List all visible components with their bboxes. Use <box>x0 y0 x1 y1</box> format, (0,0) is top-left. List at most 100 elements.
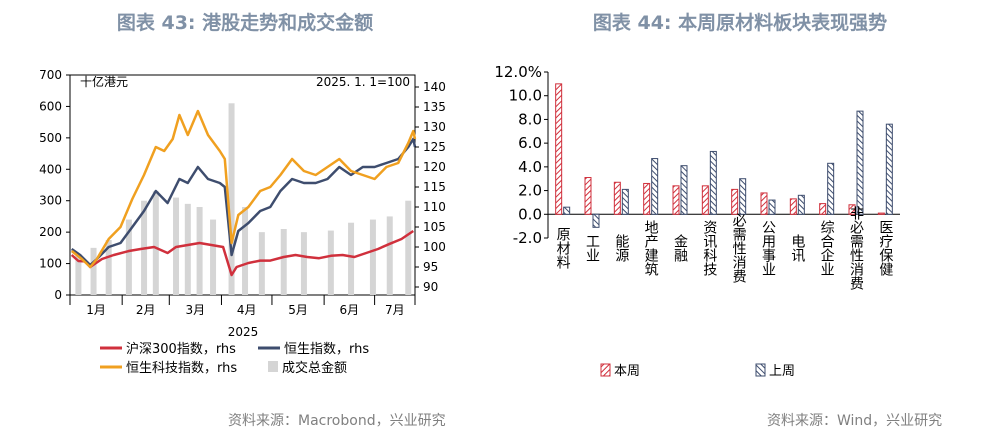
x-tick-label: 2月 <box>136 303 156 317</box>
category-label: 非必需性消费 <box>848 206 864 290</box>
x-tick-label: 1月 <box>86 303 106 317</box>
turnover-bars <box>75 103 412 296</box>
left-chart-title: 图表 43: 港股走势和成交金额 <box>116 12 374 34</box>
bar-this-week <box>877 212 885 215</box>
y-tick-label: 8.0 <box>518 110 542 128</box>
right-y-tick-label: 120 <box>423 160 446 174</box>
series-line-2 <box>70 109 417 269</box>
turnover-bar <box>369 219 376 295</box>
right-y-tick-label: 95 <box>423 260 438 274</box>
left-source: 资料来源：Macrobond，兴业研究 <box>228 413 446 429</box>
turnover-bar <box>280 229 287 295</box>
category-label: 医疗保健 <box>877 220 893 277</box>
turnover-bar <box>300 232 307 295</box>
turnover-bar <box>228 103 235 296</box>
right-y-tick-label: 100 <box>423 240 446 254</box>
turnover-bar <box>405 200 412 295</box>
category-label: 金融 <box>672 234 688 262</box>
legend-last-week-swatch <box>755 363 766 377</box>
bar-this-week <box>701 185 709 215</box>
bar-this-week <box>672 185 680 215</box>
legend-this-week-swatch <box>600 363 611 377</box>
series-line-0 <box>70 229 415 277</box>
right-y-tick-label: 130 <box>423 120 446 134</box>
category-label: 必需性消费 <box>731 213 747 283</box>
turnover-bar <box>327 230 334 295</box>
turnover-bar <box>348 222 355 295</box>
y-tick-label: 0.0 <box>518 205 542 223</box>
unit-label: 十亿港元 <box>80 74 128 89</box>
turnover-bar <box>125 219 132 295</box>
bar-last-week <box>651 158 659 215</box>
bar-last-week <box>680 165 688 215</box>
turnover-bar <box>90 247 97 295</box>
bar-this-week <box>789 198 797 215</box>
right-y-tick-label: 115 <box>423 180 446 194</box>
bar-this-week <box>848 204 856 215</box>
turnover-bar <box>242 207 249 295</box>
left-y-tick-label: 700 <box>39 68 62 82</box>
series-line-1 <box>70 137 417 267</box>
right-y-tick-label: 105 <box>423 220 446 234</box>
bar-this-week <box>643 182 651 215</box>
left-chart: 0 100 200 300 400 500 600 700 90 95 100 105 110 115 1… <box>39 68 446 376</box>
legend-this-week: 本周 <box>614 364 640 379</box>
base-label: 2025. 1. 1=100 <box>316 75 410 89</box>
legend-last-week: 上周 <box>769 364 795 379</box>
legend-hsi: 恒生指数，rhs <box>284 342 369 357</box>
x-tick-label: 5月 <box>288 303 308 317</box>
category-label: 电讯 <box>789 234 805 263</box>
right-y-tick-label: 135 <box>423 100 446 114</box>
sector-bars <box>555 83 893 228</box>
right-source: 资料来源：Wind，兴业研究 <box>767 413 943 429</box>
bar-last-week <box>709 150 717 215</box>
bar-last-week <box>797 194 805 215</box>
y-tick-label: 12.0% <box>494 63 542 81</box>
bar-last-week <box>856 110 864 215</box>
turnover-bar <box>196 207 203 295</box>
bar-this-week <box>584 177 592 215</box>
right-chart: -2.0 0.0 2.0 4.0 6.0 8.0 10.0 12.0% 原材料 工业 能源 地产建筑… <box>494 63 900 379</box>
turnover-bar <box>152 191 159 295</box>
bar-last-week <box>563 206 571 215</box>
y-tick-label: 6.0 <box>518 134 542 152</box>
category-label: 综合企业 <box>819 220 835 276</box>
legend-hstech: 恒生科技指数，rhs <box>126 361 237 376</box>
left-y-tick-label: 0 <box>54 288 62 302</box>
bar-last-week <box>621 188 629 215</box>
turnover-bar <box>75 254 82 295</box>
turnover-bar <box>105 240 112 295</box>
turnover-bar <box>210 219 217 295</box>
bar-this-week <box>731 188 739 215</box>
left-y-tick-label: 200 <box>39 225 62 239</box>
year-label: 2025 <box>228 325 259 339</box>
left-y-tick-label: 600 <box>39 99 62 113</box>
left-y-tick-label: 400 <box>39 162 62 176</box>
left-y-tick-label: 300 <box>39 194 62 208</box>
category-label: 资讯科技 <box>701 220 717 277</box>
bar-last-week <box>739 178 747 215</box>
bar-last-week <box>592 213 600 228</box>
right-y-axis: -2.0 0.0 2.0 4.0 6.0 8.0 10.0 12.0% <box>494 63 900 247</box>
y-tick-label: -2.0 <box>513 229 542 247</box>
legend-csi300: 沪深300指数，rhs <box>126 341 236 357</box>
left-y-tick-label: 100 <box>39 257 62 271</box>
bar-this-week <box>555 83 563 215</box>
category-label: 原材料 <box>555 227 571 269</box>
sector-labels: 原材料 工业 能源 地产建筑 金融 资讯科技 必需性消费 公用事业 电讯 综合企业 非必需性消费 医疗… <box>555 206 894 290</box>
right-y-tick-label: 90 <box>423 280 438 294</box>
y-tick-label: 2.0 <box>518 182 542 200</box>
left-y-tick-label: 500 <box>39 131 62 145</box>
legend-turnover: 成交总金额 <box>282 360 347 376</box>
x-axis: 1月 2月 3月 4月 5月 6月 7月 <box>69 295 416 317</box>
bar-last-week <box>827 162 835 215</box>
turnover-bar <box>184 203 191 295</box>
right-y-axis: 90 95 100 105 110 115 120 125 130 135 140 <box>415 80 446 294</box>
x-tick-label: 3月 <box>186 303 206 317</box>
category-label: 能源 <box>613 234 629 262</box>
bar-this-week <box>760 192 768 215</box>
category-label: 公用事业 <box>760 220 776 276</box>
left-y-axis: 0 100 200 300 400 500 600 700 <box>39 68 70 302</box>
index-lines <box>70 109 417 277</box>
category-label: 地产建筑 <box>643 220 659 277</box>
